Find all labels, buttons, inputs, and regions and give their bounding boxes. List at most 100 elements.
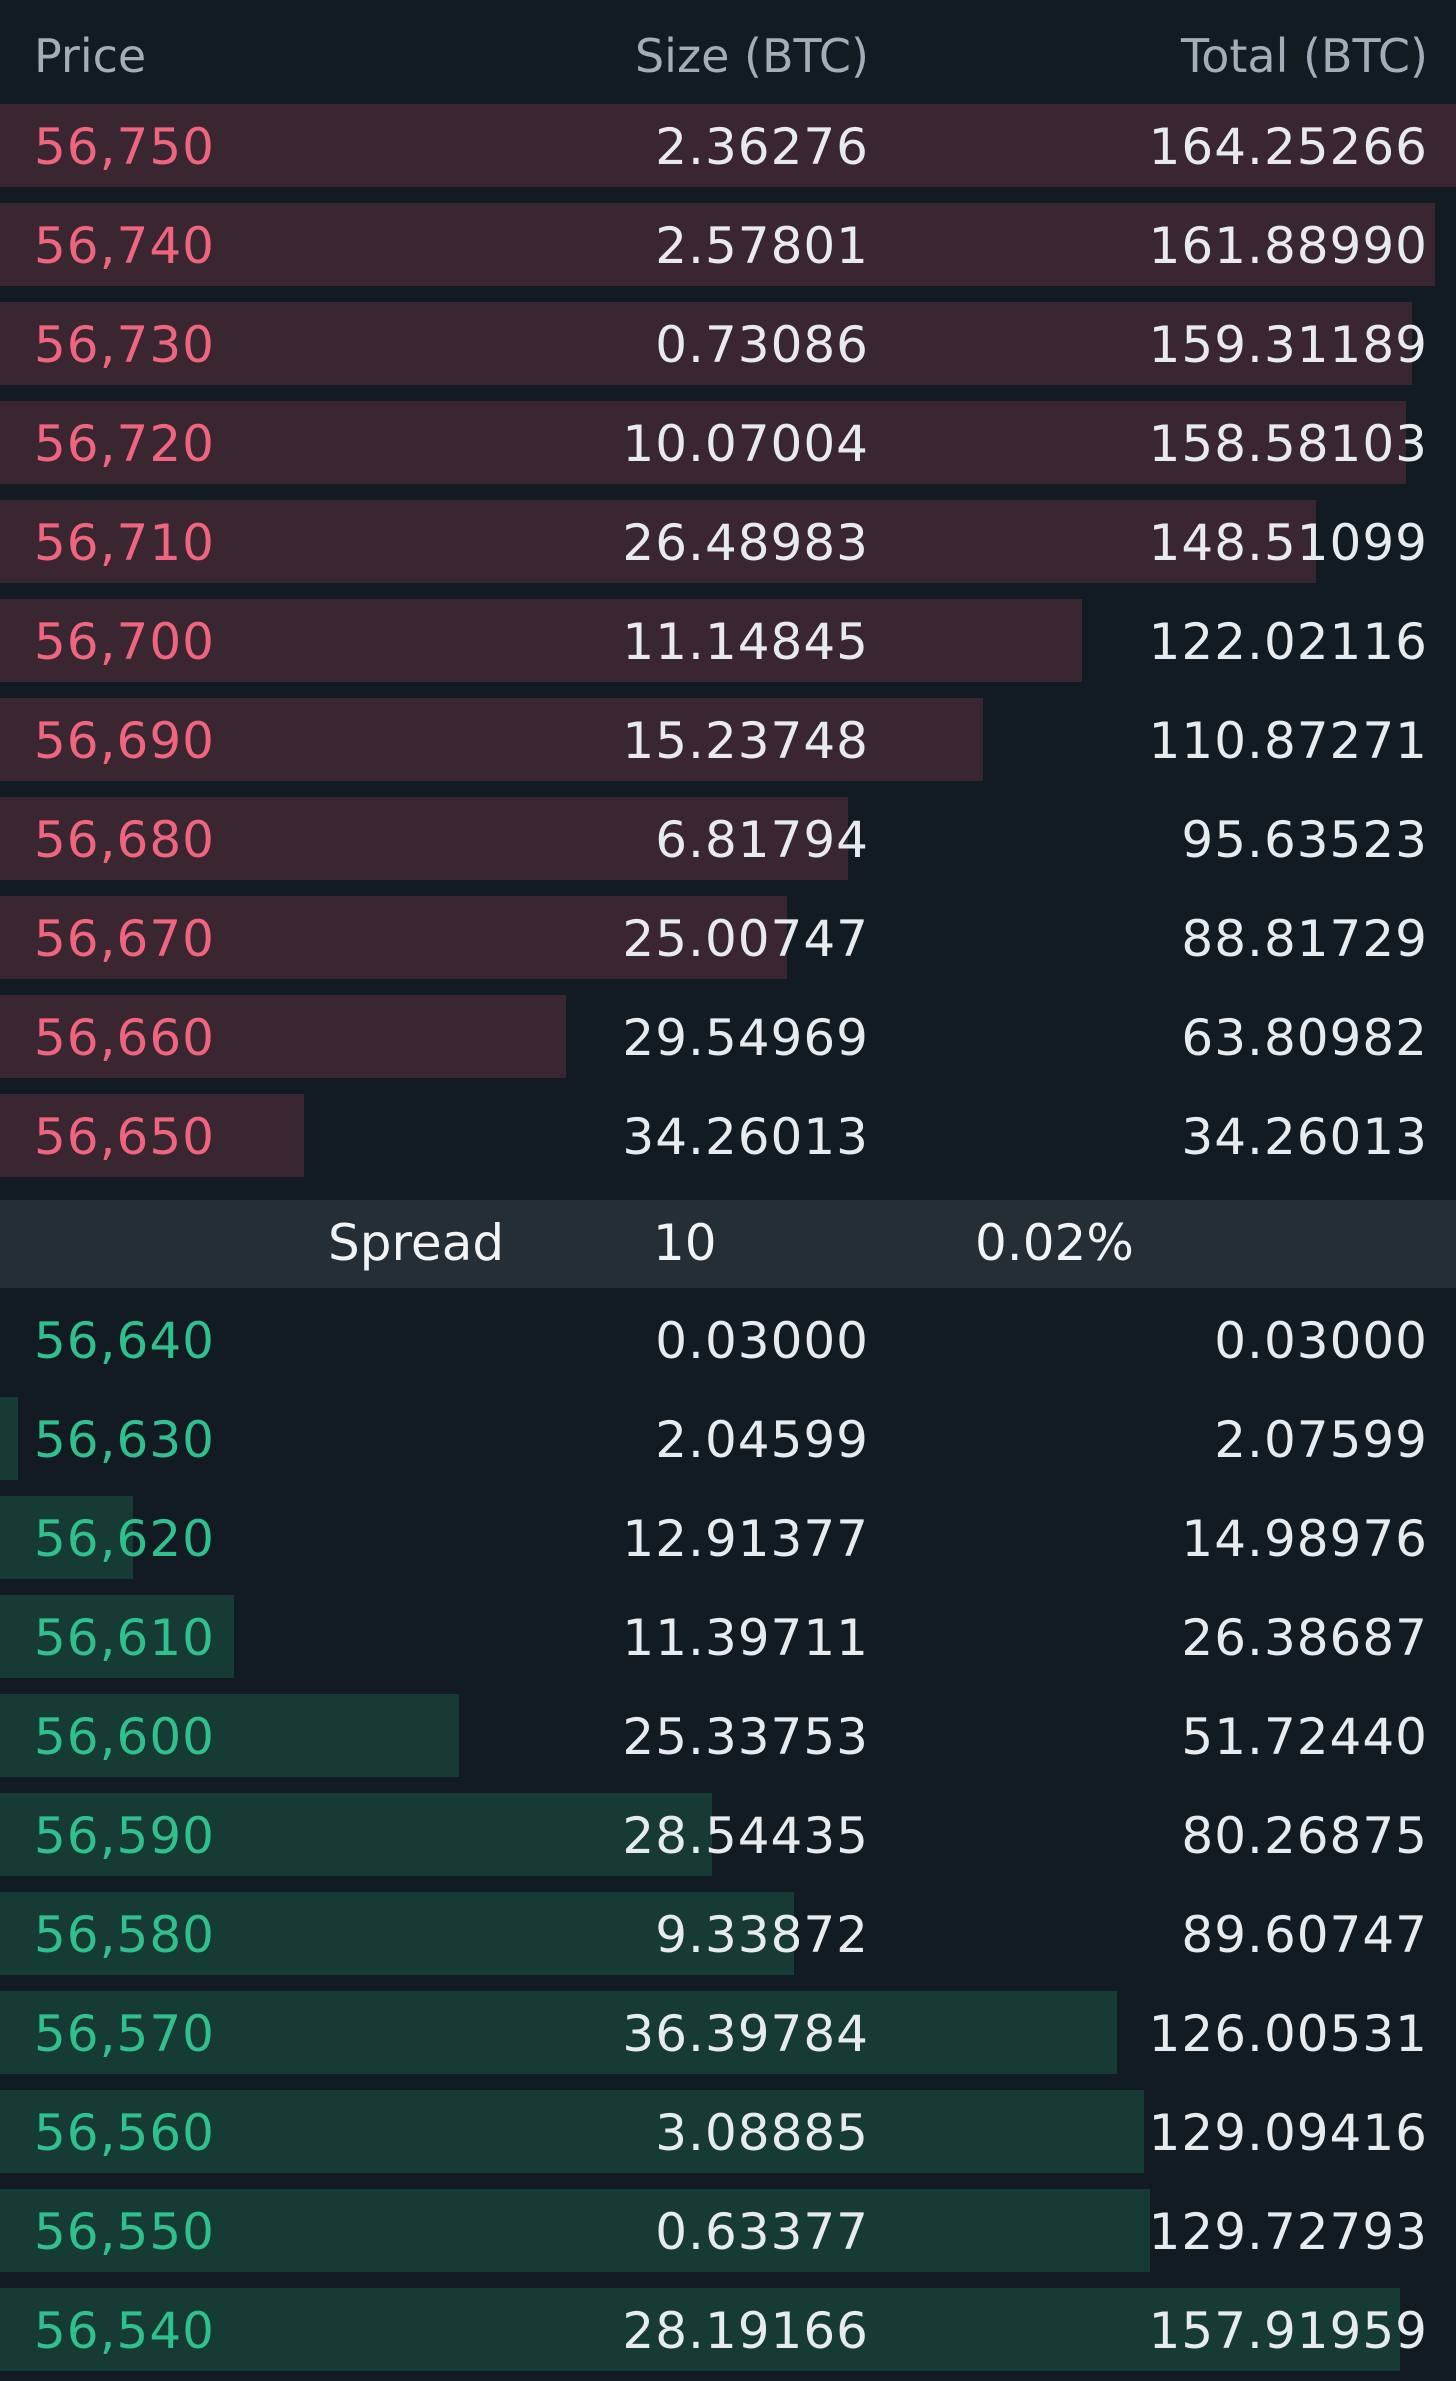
bid-price: 56,550 [34,2203,215,2261]
bid-price: 56,620 [34,1510,215,1568]
spread-percent: 0.02% [975,1214,1134,1272]
ask-row[interactable]: 56,710 26.48983 148.51099 [0,494,1456,593]
bid-total: 80.26875 [1181,1807,1428,1865]
bid-price: 56,630 [34,1411,215,1469]
bid-price: 56,600 [34,1708,215,1766]
bid-row[interactable]: 56,600 25.33753 51.72440 [0,1688,1456,1787]
bids-list: 56,640 0.03000 0.03000 56,630 2.04599 2.07599… [0,1292,1456,2381]
bid-depth-bar [0,1595,234,1678]
bid-size: 3.08885 [655,2104,869,2162]
ask-size: 11.14845 [622,613,869,671]
ask-size: 26.48983 [622,514,869,572]
bid-price: 56,590 [34,1807,215,1865]
bid-total: 157.91959 [1148,2302,1428,2360]
ask-total: 63.80982 [1181,1009,1428,1067]
ask-price: 56,740 [34,217,215,275]
total-column-header: Total (BTC) [1180,29,1428,83]
ask-row[interactable]: 56,660 29.54969 63.80982 [0,989,1456,1088]
ask-total: 159.31189 [1148,316,1428,374]
bid-total: 129.72793 [1148,2203,1428,2261]
ask-total: 122.02116 [1148,613,1428,671]
bid-depth-bar [0,2288,1400,2371]
ask-total: 148.51099 [1148,514,1428,572]
ask-depth-bar [0,401,1406,484]
bid-depth-bar [0,2090,1144,2173]
ask-depth-bar [0,797,848,880]
bid-row[interactable]: 56,550 0.63377 129.72793 [0,2183,1456,2282]
ask-row[interactable]: 56,650 34.26013 34.26013 [0,1088,1456,1187]
ask-size: 2.36276 [655,118,869,176]
ask-total: 95.63523 [1181,811,1428,869]
bid-price: 56,640 [34,1312,215,1370]
ask-total: 34.26013 [1181,1108,1428,1166]
bid-depth-bar [0,1991,1117,2074]
bid-total: 26.38687 [1181,1609,1428,1667]
price-column-header: Price [34,29,147,83]
bid-size: 9.33872 [655,1906,869,1964]
ask-row[interactable]: 56,740 2.57801 161.88990 [0,197,1456,296]
bid-total: 126.00531 [1148,2005,1428,2063]
ask-depth-bar [0,104,1456,187]
bid-row[interactable]: 56,590 28.54435 80.26875 [0,1787,1456,1886]
ask-depth-bar [0,599,1082,682]
bid-depth-bar [0,1496,133,1579]
ask-price: 56,690 [34,712,215,770]
bid-row[interactable]: 56,620 12.91377 14.98976 [0,1490,1456,1589]
bid-depth-bar [0,1694,459,1777]
ask-depth-bar [0,896,787,979]
bid-total: 14.98976 [1181,1510,1428,1568]
ask-row[interactable]: 56,680 6.81794 95.63523 [0,791,1456,890]
bid-row[interactable]: 56,630 2.04599 2.07599 [0,1391,1456,1490]
ask-size: 34.26013 [622,1108,869,1166]
ask-row[interactable]: 56,730 0.73086 159.31189 [0,296,1456,395]
bid-depth-bar [0,1397,18,1480]
bid-depth-bar [0,1793,712,1876]
ask-size: 2.57801 [655,217,869,275]
bid-row[interactable]: 56,540 28.19166 157.91959 [0,2282,1456,2381]
ask-price: 56,650 [34,1108,215,1166]
ask-price: 56,750 [34,118,215,176]
ask-size: 0.73086 [655,316,869,374]
bid-size: 0.63377 [655,2203,869,2261]
ask-depth-bar [0,995,566,1078]
ask-total: 161.88990 [1148,217,1428,275]
spread-value: 10 [653,1214,717,1272]
bid-depth-bar [0,2189,1150,2272]
ask-depth-bar [0,698,983,781]
bid-price: 56,540 [34,2302,215,2360]
ask-size: 25.00747 [622,910,869,968]
bid-row[interactable]: 56,640 0.03000 0.03000 [0,1292,1456,1391]
ask-total: 158.58103 [1148,415,1428,473]
bid-price: 56,560 [34,2104,215,2162]
bid-row[interactable]: 56,560 3.08885 129.09416 [0,2084,1456,2183]
ask-total: 164.25266 [1148,118,1428,176]
ask-size: 6.81794 [655,811,869,869]
bid-price: 56,580 [34,1906,215,1964]
ask-total: 110.87271 [1148,712,1428,770]
bid-row[interactable]: 56,570 36.39784 126.00531 [0,1985,1456,2084]
size-column-header: Size (BTC) [634,29,869,83]
bid-size: 28.54435 [622,1807,869,1865]
bid-size: 2.04599 [655,1411,869,1469]
ask-row[interactable]: 56,670 25.00747 88.81729 [0,890,1456,989]
ask-depth-bar [0,1094,304,1177]
ask-size: 29.54969 [622,1009,869,1067]
ask-row[interactable]: 56,690 15.23748 110.87271 [0,692,1456,791]
ask-price: 56,730 [34,316,215,374]
bid-price: 56,570 [34,2005,215,2063]
bid-row[interactable]: 56,610 11.39711 26.38687 [0,1589,1456,1688]
ask-price: 56,700 [34,613,215,671]
ask-row[interactable]: 56,720 10.07004 158.58103 [0,395,1456,494]
ask-row[interactable]: 56,700 11.14845 122.02116 [0,593,1456,692]
spread-label: Spread [328,1214,505,1272]
ask-depth-bar [0,302,1412,385]
bid-size: 28.19166 [622,2302,869,2360]
ask-total: 88.81729 [1181,910,1428,968]
ask-price: 56,660 [34,1009,215,1067]
bid-total: 129.09416 [1148,2104,1428,2162]
bid-total: 2.07599 [1214,1411,1428,1469]
bid-row[interactable]: 56,580 9.33872 89.60747 [0,1886,1456,1985]
ask-row[interactable]: 56,750 2.36276 164.25266 [0,98,1456,197]
ask-depth-bar [0,203,1435,286]
